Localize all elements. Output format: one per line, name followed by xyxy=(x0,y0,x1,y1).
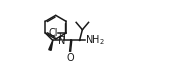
Text: O: O xyxy=(66,53,74,63)
Text: N: N xyxy=(58,36,66,46)
Text: H: H xyxy=(58,33,65,42)
Text: Cl: Cl xyxy=(48,28,58,38)
Polygon shape xyxy=(49,40,53,50)
Text: NH$_2$: NH$_2$ xyxy=(85,33,105,47)
